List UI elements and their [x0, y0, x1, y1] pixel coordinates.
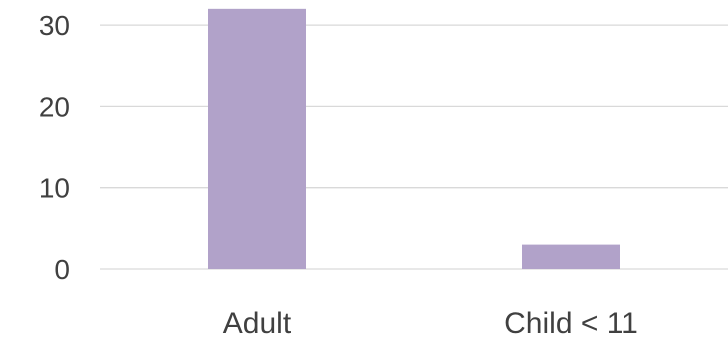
y-tick-label-20: 20 — [39, 91, 70, 122]
bar-adult — [208, 8, 306, 270]
x-axis-category-labels: Adult Child < 11 — [223, 307, 638, 340]
y-tick-label-10: 10 — [39, 173, 70, 204]
x-category-label-1: Child < 11 — [504, 307, 638, 340]
y-tick-label-30: 30 — [39, 10, 70, 41]
x-category-label-0: Adult — [223, 307, 292, 340]
bar-child-11 — [522, 244, 620, 269]
gridlines — [100, 24, 728, 270]
y-tick-label-0: 0 — [54, 254, 70, 285]
bars — [208, 8, 620, 270]
y-axis-tick-labels: 0 10 20 30 — [39, 10, 70, 285]
